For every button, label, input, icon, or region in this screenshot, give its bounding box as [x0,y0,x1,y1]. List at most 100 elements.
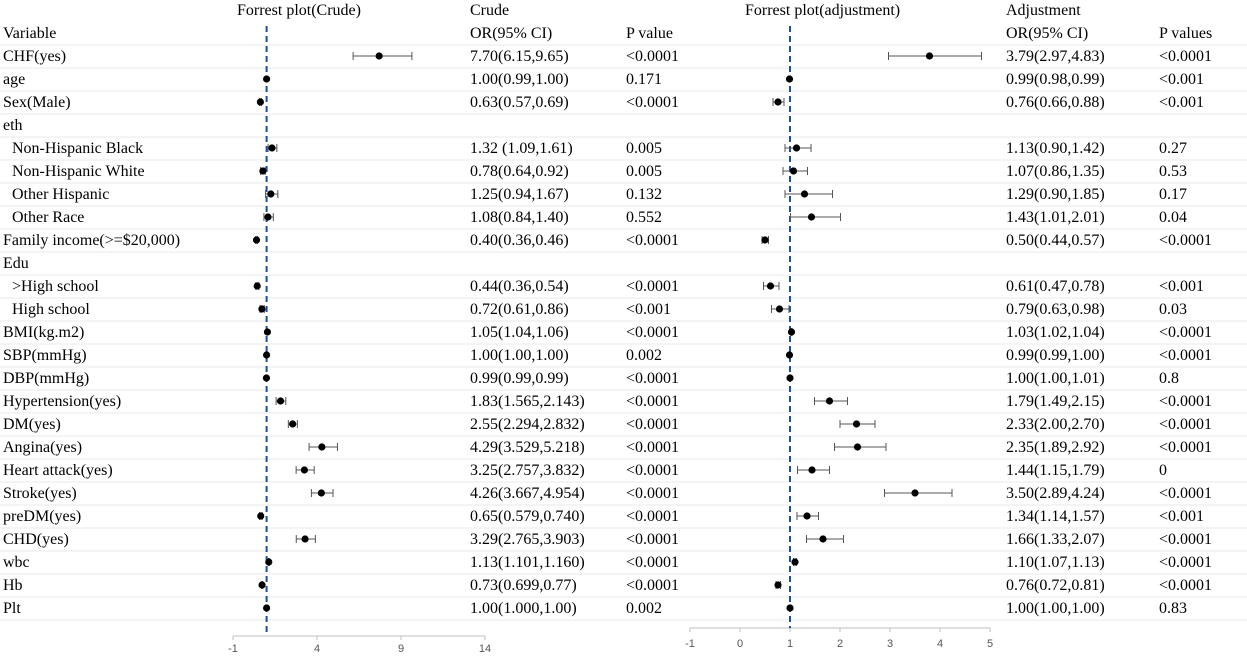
crude-point [263,328,272,336]
row-label: DM(yes) [3,416,61,433]
adjusted-point [792,144,801,152]
crude-estimate [263,351,271,359]
or-adjusted-cell: 1.03(1.02,1.04) [1006,324,1105,341]
p-adjusted-cell: <0.0001 [1159,393,1212,410]
row-label: Stroke(yes) [3,485,77,502]
p-crude-cell: 0.132 [626,186,662,203]
crude-point [263,75,271,83]
p-crude-cell: 0.552 [626,209,662,226]
or-crude-cell: 1.08(0.84,1.40) [470,209,569,226]
crude-point [264,213,272,221]
crude-estimate [253,282,261,290]
p-crude-cell: <0.0001 [626,485,679,502]
adjusted-point [791,558,799,566]
row-label: age [3,71,25,88]
row-label: CHD(yes) [3,531,69,548]
or-adjusted-cell: 0.99(0.98,0.99) [1006,71,1105,88]
crude-point [267,190,275,198]
crude-tick-label: -1 [228,643,238,655]
row-label: High school [12,301,90,318]
adjusted-estimate [814,397,848,405]
p-adjusted-cell: <0.0001 [1159,347,1212,364]
or-crude-cell: 1.00(1.00,1.00) [470,347,569,364]
row-label: Heart attack(yes) [3,462,113,479]
adjusted-point [766,282,775,290]
adjusted-point [825,397,834,405]
adjusted-estimate [786,604,794,612]
adjusted-point [761,236,769,244]
adjusted-estimate [771,305,790,313]
crude-tick-label: 9 [398,643,404,655]
adjusted-point [911,489,919,497]
or-adjusted-cell: 0.50(0.44,0.57) [1006,232,1105,249]
column-header-or-crude: OR(95% CI) [470,25,552,42]
or-adjusted-cell: 1.10(1.07,1.13) [1006,554,1105,571]
p-adjusted-cell: <0.0001 [1159,439,1212,456]
or-adjusted-cell: 1.44(1.15,1.79) [1006,462,1105,479]
adjusted-point [785,75,794,83]
or-crude-cell: 0.72(0.61,0.86) [470,301,569,318]
title-crude: Crude [470,2,509,19]
row-label: eth [3,117,23,134]
p-crude-cell: <0.0001 [626,370,679,387]
adjusted-point [786,604,794,612]
or-crude-cell: 1.32 (1.09,1.61) [470,140,573,157]
crude-point [259,167,267,175]
crude-point [263,351,271,359]
or-crude-cell: 7.70(6.15,9.65) [470,48,569,65]
crude-point [258,581,266,589]
adjusted-point [774,581,782,589]
p-adjusted-cell: <0.0001 [1159,48,1212,65]
adjusted-tick-label: 0 [737,638,743,650]
adjusted-point [852,420,861,428]
p-adjusted-cell: <0.0001 [1159,232,1212,249]
p-adjusted-cell: 0.03 [1159,301,1187,318]
adjusted-tick-label: 5 [987,638,993,650]
crude-point [318,443,326,451]
p-adjusted-cell: <0.001 [1159,278,1204,295]
adjusted-tick-label: -1 [685,638,695,650]
p-adjusted-cell: 0.83 [1159,600,1187,617]
or-crude-cell: 0.44(0.36,0.54) [470,278,569,295]
adjusted-tick-label: 1 [787,638,793,650]
p-crude-cell: 0.005 [626,140,662,157]
crude-estimate [252,236,261,244]
adjusted-estimate [786,374,794,382]
or-crude-cell: 0.65(0.579,0.740) [470,508,585,525]
adjusted-estimate [796,512,819,520]
crude-point [253,282,261,290]
p-crude-cell: <0.0001 [626,577,679,594]
adjusted-estimate [797,466,830,474]
adjusted-estimate [787,328,796,336]
row-label: Edu [3,255,29,272]
or-crude-cell: 0.99(0.99,0.99) [470,370,569,387]
adjusted-estimate [774,581,782,589]
p-adjusted-cell: <0.0001 [1159,531,1212,548]
crude-tick-label: 4 [314,643,320,655]
adjusted-estimate [782,167,808,175]
p-adjusted-cell: <0.001 [1159,94,1204,111]
crude-point [276,397,285,405]
adjusted-estimate [763,282,780,290]
adjusted-estimate [784,144,812,152]
adjusted-point [789,167,798,175]
p-adjusted-cell: <0.0001 [1159,554,1212,571]
crude-point [262,374,271,382]
crude-estimate [295,466,315,474]
crude-estimate [265,190,279,198]
or-crude-cell: 1.00(0.99,1.00) [470,71,569,88]
p-crude-cell: <0.0001 [626,508,679,525]
adjusted-forest-plot: -1 0 1 2 3 4 5 [685,26,993,650]
crude-estimate [287,420,298,428]
crude-point [252,236,261,244]
p-crude-cell: <0.0001 [626,94,679,111]
adjusted-estimate [791,558,799,566]
or-crude-cell: 3.25(2.757,3.832) [470,462,585,479]
crude-point [268,144,276,152]
p-crude-cell: <0.0001 [626,531,679,548]
row-label: CHF(yes) [3,48,66,65]
or-crude-cell: 0.78(0.64,0.92) [470,163,569,180]
row-label: Angina(yes) [3,439,82,456]
or-adjusted-cell: 1.00(1.00,1.00) [1006,600,1105,617]
